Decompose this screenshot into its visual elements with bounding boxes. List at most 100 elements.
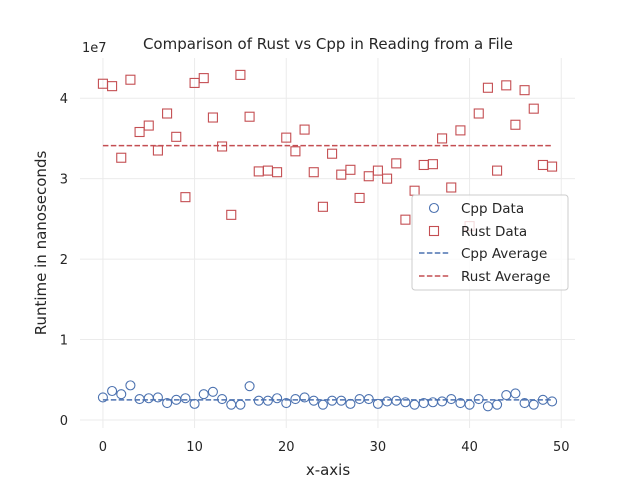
rust-data-point [235,69,246,80]
rust-data-point [299,124,310,135]
rust-data-point [382,173,393,184]
cpp-data-point [317,399,328,410]
rust-data-point [400,214,411,225]
rust-data-point [437,133,448,144]
cpp-data-point [272,393,283,404]
grid [80,58,575,428]
cpp-data-point [372,398,383,409]
rust-data-point [281,132,292,143]
y-tick-label: 4 [60,92,68,107]
legend-label-rust-data: Rust Data [461,224,527,240]
cpp-data-point [363,393,374,405]
cpp-data-point [510,388,521,399]
cpp-data-point [492,399,503,410]
cpp-data-point [207,386,218,397]
rust-data-point [226,209,237,220]
rust-data-point [180,192,191,203]
rust-data-point [308,167,319,178]
rust-data-point [134,126,145,138]
cpp-data-point [97,392,108,403]
cpp-data-point [235,399,246,410]
legend: Cpp Data Rust Data Cpp Average Rust Aver… [411,194,569,291]
cpp-data-point [162,398,173,409]
cpp-data-point [446,393,457,405]
rust-data-point [482,82,493,93]
x-tick-label: 40 [461,440,478,455]
cpp-data-point [547,396,558,407]
rust-data-point [125,74,136,85]
rust-data-point [116,152,127,163]
y-axis-label: Runtime in nanoseconds [32,151,50,336]
rust-data-point [162,108,173,119]
legend-label-rust-average: Rust Average [461,269,550,285]
x-tick-label: 10 [186,440,203,455]
rust-data-point [547,161,558,172]
rust-data-point [492,165,503,176]
rust-data-point [244,111,255,122]
cpp-data-point [308,395,319,406]
cpp-data-point [125,380,136,391]
legend-frame [411,194,569,291]
cpp-data-point [528,399,539,410]
cpp-data-point [336,395,347,406]
cpp-data-point [281,398,292,409]
rust-data-point [446,182,457,193]
x-tick-label: 30 [370,440,387,455]
legend-marker-cpp-data [428,202,440,214]
rust-data-point [207,112,218,123]
rust-data-point [272,167,283,178]
y-tick-labels: 0 1 2 3 4 [60,92,68,429]
cpp-data-point [244,381,255,392]
rust-data-point [473,108,484,119]
rust-data-point [198,73,209,84]
rust-data-point [152,145,163,156]
cpp-data-point [217,393,228,405]
y-tick-label: 2 [60,253,68,268]
y-tick-label: 1 [60,334,68,349]
x-tick-label: 50 [553,440,570,455]
cpp-data-point [116,389,127,400]
rust-data-point [217,141,228,152]
rust-data-point [143,120,154,131]
cpp-data-point [473,393,484,405]
rust-data-point [528,103,539,114]
cpp-data-point [107,385,118,397]
rust-data-point [372,165,383,176]
data-points [97,69,558,412]
rust-data-point [327,148,338,159]
rust-data-point [510,119,521,130]
cpp-data-point [345,398,356,409]
cpp-data-point [400,397,411,408]
y-tick-label: 3 [60,173,68,188]
rust-data-point [317,201,328,212]
legend-label-cpp-average: Cpp Average [461,246,547,262]
rust-data-point [427,159,438,170]
rust-data-point [519,85,530,96]
cpp-data-point [299,392,310,403]
cpp-data-point [437,396,448,407]
chart-title: Comparison of Rust vs Cpp in Reading fro… [143,35,513,53]
cpp-data-point [152,392,163,403]
rust-data-point [290,146,301,157]
rust-data-point [363,171,374,182]
rust-data-point [107,81,118,92]
cpp-data-point [262,395,273,406]
x-tick-label: 20 [278,440,295,455]
rust-data-point [391,158,402,169]
y-offset-label: 1e7 [82,41,107,56]
rust-data-point [501,80,512,91]
rust-data-point [345,164,356,175]
x-tick-labels: 0 10 20 30 40 50 [99,440,570,455]
legend-marker-rust-data [428,225,440,237]
cpp-data-point [464,399,475,410]
rust-data-point [455,125,466,136]
cpp-data-point [198,389,209,400]
cpp-data-point [189,398,200,409]
cpp-data-point [180,393,191,404]
y-tick-label: 0 [60,414,68,429]
x-tick-label: 0 [99,440,107,455]
legend-label-cpp-data: Cpp Data [461,201,524,217]
x-axis-label: x-axis [306,461,351,479]
rust-data-point [354,192,365,204]
